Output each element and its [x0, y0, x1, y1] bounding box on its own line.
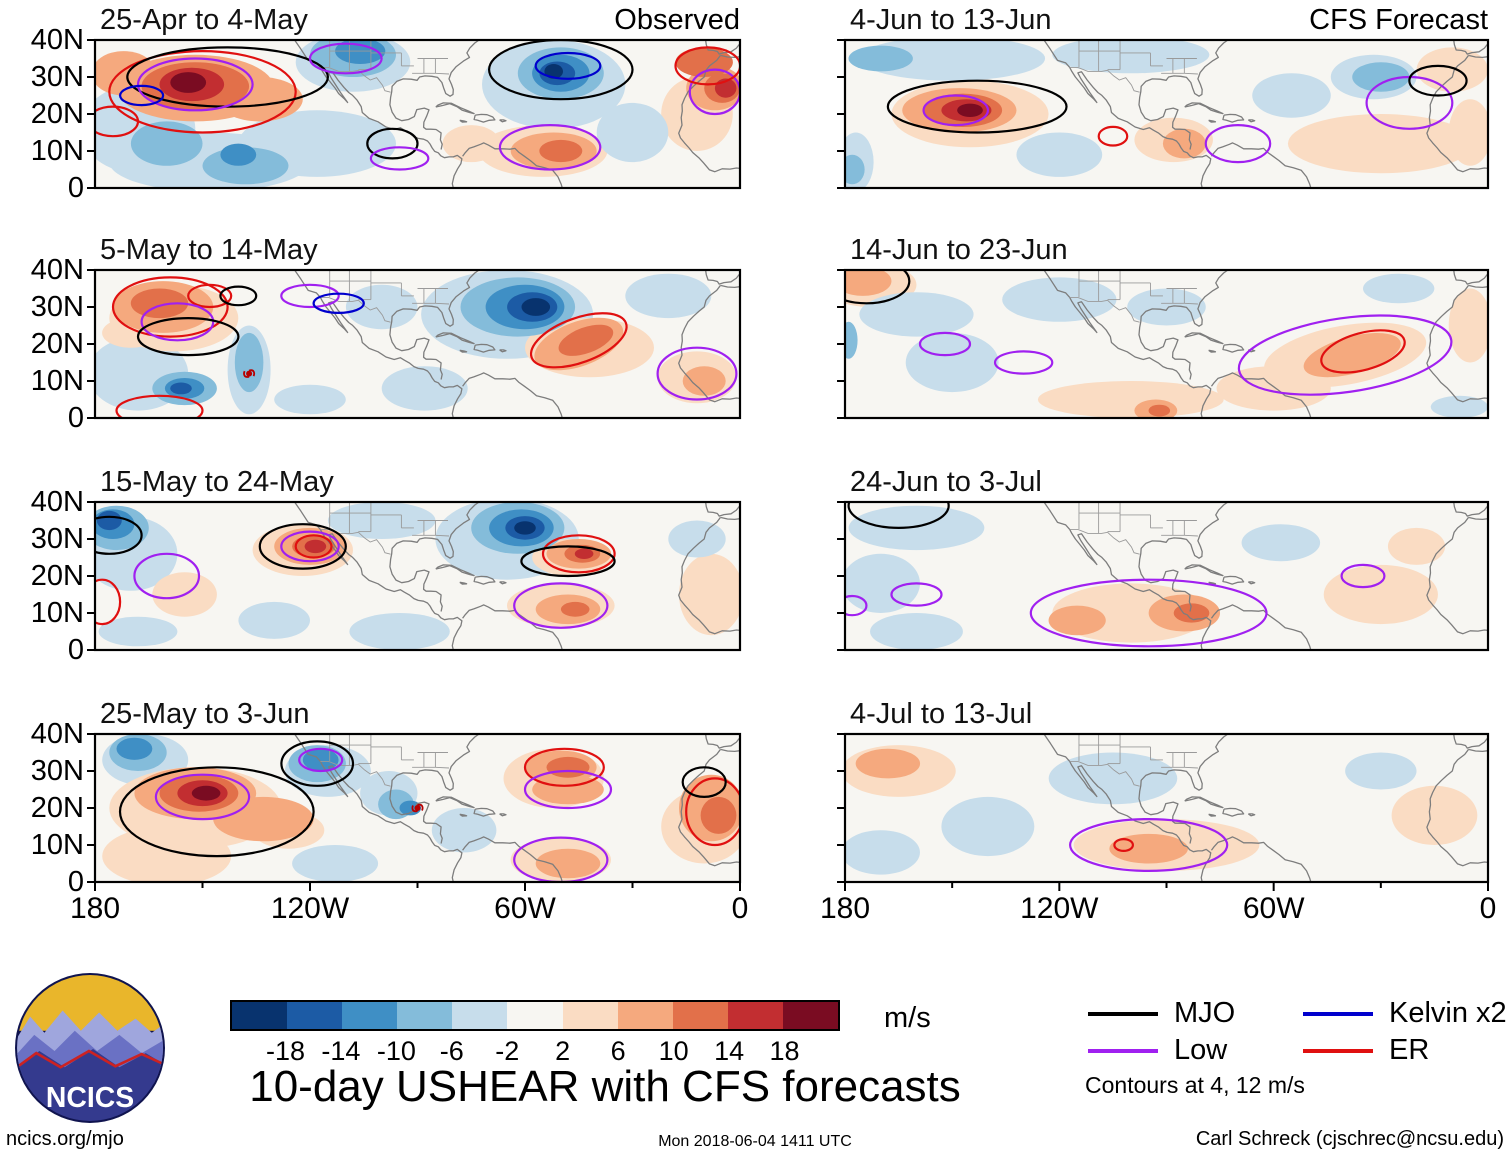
- panel-title: 25-May to 3-Jun: [100, 698, 310, 730]
- y-axis-label: 0: [67, 634, 84, 666]
- colorbar-tick-label: 10: [658, 1036, 689, 1066]
- y-axis-label: 20N: [30, 328, 84, 360]
- panel-title: 5-May to 14-May: [100, 234, 318, 266]
- x-axis-label: 0: [731, 892, 749, 925]
- colorbar-segment: [287, 1002, 343, 1029]
- colorbar-segment: [617, 1002, 673, 1029]
- colorbar-segment: [782, 1002, 839, 1029]
- panel-title: 4-Jul to 13-Jul: [850, 698, 1033, 730]
- colorbar-tick-label: -6: [439, 1036, 464, 1066]
- x-axis-label: 120W: [270, 892, 350, 925]
- map-panel-observed-1: [87, 38, 742, 190]
- footer-credit: Carl Schreck (cjschrec@ncsu.edu): [1195, 1128, 1504, 1150]
- panel-title: 25-Apr to 4-May: [100, 4, 308, 36]
- legend-label-kelvin: Kelvin x2: [1389, 997, 1507, 1029]
- footer-site: ncics.org/mjo: [6, 1128, 124, 1150]
- mjo-line-swatch: [1088, 1011, 1158, 1016]
- y-axis-label: 0: [67, 402, 84, 434]
- x-axis-label: 120W: [1020, 892, 1099, 925]
- colorbar-segment: [562, 1002, 618, 1029]
- y-axis-label: 0: [67, 866, 84, 898]
- colorbar-segment: [672, 1002, 728, 1029]
- y-axis-label: 10N: [30, 135, 84, 167]
- y-axis-label: 40N: [30, 486, 84, 518]
- colorbar-tick-label: 2: [555, 1036, 571, 1066]
- panel-title: 15-May to 24-May: [100, 466, 334, 498]
- contour-levels-note: Contours at 4, 12 m/s: [1085, 1072, 1305, 1098]
- colorbar-segment: [727, 1002, 783, 1029]
- y-axis-label: 10N: [30, 365, 84, 397]
- colorbar-tick-label: 6: [610, 1036, 626, 1066]
- footer-timestamp: Mon 2018-06-04 1411 UTC: [658, 1133, 852, 1150]
- colorbar-tick-label: 14: [714, 1036, 745, 1066]
- colorbar-tick-label: -14: [321, 1036, 361, 1066]
- colorbar-tick-label: -18: [265, 1036, 306, 1066]
- y-axis-label: 30N: [30, 61, 84, 93]
- x-axis-label: 180: [69, 892, 121, 925]
- legend-item-low: Low: [1088, 1034, 1227, 1067]
- y-axis-label: 10N: [30, 829, 84, 861]
- legend-item-kelvin: Kelvin x2: [1303, 997, 1507, 1030]
- legend-label-mjo: MJO: [1174, 997, 1236, 1029]
- ncics-logo: NCICS: [15, 973, 165, 1123]
- colorbar: [230, 1000, 840, 1031]
- column-header-forecast: CFS Forecast: [1309, 4, 1488, 36]
- colorbar-segment: [397, 1002, 453, 1029]
- y-axis-label: 30N: [30, 755, 84, 787]
- logo-text: NCICS: [46, 1082, 134, 1114]
- colorbar-segment: [342, 1002, 398, 1029]
- y-axis-label: 30N: [30, 523, 84, 555]
- map-panel-forecast-2: [837, 268, 1490, 420]
- legend-label-low: Low: [1174, 1034, 1228, 1066]
- y-axis-label: 10N: [30, 597, 84, 629]
- panel-title: 4-Jun to 13-Jun: [850, 4, 1052, 36]
- low-line-swatch: [1088, 1048, 1158, 1053]
- colorbar-segment: [452, 1002, 508, 1029]
- column-header-observed: Observed: [614, 4, 740, 36]
- y-axis-label: 20N: [30, 98, 84, 130]
- map-panel-observed-4: [87, 732, 742, 891]
- storm-symbol: [243, 369, 256, 378]
- y-axis-label: 40N: [30, 254, 84, 286]
- colorbar-tick-labels: -18 -14 -10 -6 -2 2 6 10 14 18: [230, 1036, 840, 1066]
- map-panel-observed-3: [87, 500, 742, 652]
- legend-item-mjo: MJO: [1088, 997, 1235, 1030]
- y-axis-label: 30N: [30, 291, 84, 323]
- colorbar-tick-label: -10: [376, 1036, 416, 1066]
- er-line-swatch: [1303, 1048, 1373, 1053]
- legend-label-er: ER: [1389, 1034, 1430, 1066]
- storm-symbol: [411, 803, 424, 813]
- x-axis-label: 60W: [494, 892, 556, 925]
- y-axis-label: 0: [67, 172, 84, 204]
- legend-item-er: ER: [1303, 1034, 1429, 1067]
- colorbar-segment: [507, 1002, 563, 1029]
- y-axis-label: 20N: [30, 792, 84, 824]
- map-panel-forecast-1: [837, 38, 1490, 190]
- y-axis-label: 40N: [30, 718, 84, 750]
- kelvin-line-swatch: [1303, 1011, 1373, 1016]
- colorbar-tick-label: -2: [495, 1036, 520, 1066]
- y-axis-label: 40N: [30, 24, 84, 56]
- colorbar-units: m/s: [884, 1002, 931, 1034]
- map-panel-observed-2: [87, 268, 742, 420]
- colorbar-tick-label: 18: [769, 1036, 800, 1066]
- map-panel-forecast-3: [837, 500, 1490, 652]
- panel-title: 24-Jun to 3-Jul: [850, 466, 1042, 498]
- x-axis-label: 60W: [1242, 892, 1305, 925]
- y-axis-label: 20N: [30, 560, 84, 592]
- panel-title: 14-Jun to 23-Jun: [850, 234, 1068, 266]
- x-axis-label: 0: [1479, 892, 1497, 925]
- map-panel-forecast-4: [837, 732, 1490, 891]
- figure-title: 10-day USHEAR with CFS forecasts: [249, 1062, 961, 1111]
- colorbar-segment: [232, 1002, 288, 1029]
- x-axis-label: 180: [819, 892, 871, 925]
